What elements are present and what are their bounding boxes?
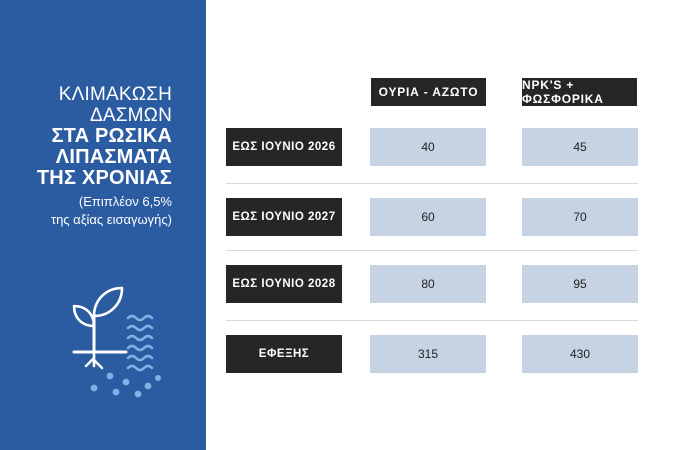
note-line-2: της αξίας εισαγωγής) <box>50 212 172 227</box>
table-cell: 70 <box>522 198 638 236</box>
table-cell: 45 <box>522 128 638 166</box>
row-label-2027: ΕΩΣ ΙΟΥΝΙΟ 2027 <box>226 198 342 236</box>
title-line-2: ΔΑΣΜΩΝ <box>89 105 172 126</box>
table-cell: 95 <box>522 265 638 303</box>
note-line-1: (Επιπλέον 6,5% <box>78 194 172 209</box>
title-line-1: ΚΛΙΜΑΚΩΣΗ <box>58 84 172 105</box>
title-line-4: ΛΙΠΑΣΜΑΤΑ <box>55 146 172 168</box>
title-line-5: ΤΗΣ ΧΡΟΝΙΑΣ <box>36 167 172 189</box>
table-cell: 430 <box>522 335 638 373</box>
title-note: (Επιπλέον 6,5% της αξίας εισαγωγής) <box>37 193 172 229</box>
plant-with-fertilizer-granules-icon <box>68 282 168 405</box>
sidebar-title: ΚΛΙΜΑΚΩΣΗ ΔΑΣΜΩΝ ΣΤΑ ΡΩΣΙΚΑ ΛΙΠΑΣΜΑΤΑ ΤΗ… <box>37 84 172 229</box>
table-cell: 40 <box>370 128 486 166</box>
column-header-urea: ΟΥΡΙΑ - ΑΖΩΤΟ <box>371 78 486 106</box>
sidebar-panel: ΚΛΙΜΑΚΩΣΗ ΔΑΣΜΩΝ ΣΤΑ ΡΩΣΙΚΑ ΛΙΠΑΣΜΑΤΑ ΤΗ… <box>0 0 206 450</box>
table-cell: 315 <box>370 335 486 373</box>
row-divider <box>226 250 638 251</box>
tariff-table: ΟΥΡΙΑ - ΑΖΩΤΟ NPK'S + ΦΩΣΦΟΡΙΚΑ ΕΩΣ ΙΟΥΝ… <box>206 0 696 450</box>
title-line-3: ΣΤΑ ΡΩΣΙΚΑ <box>51 125 172 147</box>
row-divider <box>226 320 638 321</box>
table-cell: 60 <box>370 198 486 236</box>
row-label-2026: ΕΩΣ ΙΟΥΝΙΟ 2026 <box>226 128 342 166</box>
row-label-thereafter: ΕΦΕΞΗΣ <box>226 335 342 373</box>
column-header-npk: NPK'S + ΦΩΣΦΟΡΙΚΑ <box>522 78 637 106</box>
table-cell: 80 <box>370 265 486 303</box>
row-divider <box>226 183 638 184</box>
row-label-2028: ΕΩΣ ΙΟΥΝΙΟ 2028 <box>226 265 342 303</box>
